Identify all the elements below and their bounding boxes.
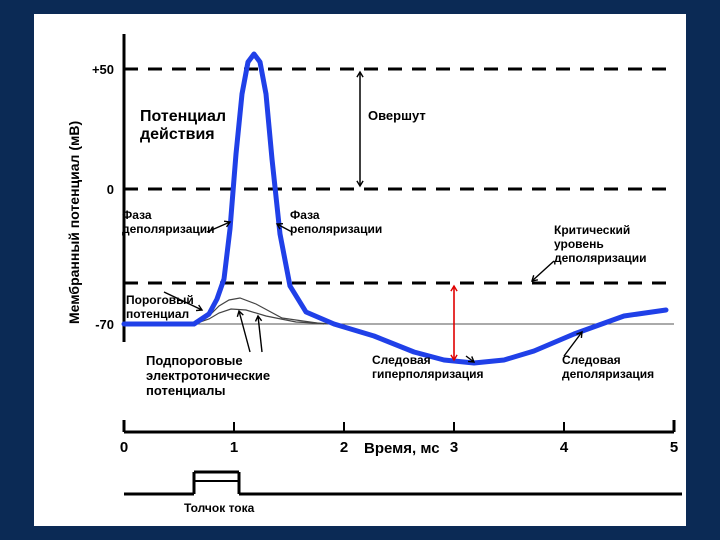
time-label: Время, мс xyxy=(364,440,440,457)
label-sub: Подпороговые электротонические потенциал… xyxy=(146,354,270,399)
svg-text:4: 4 xyxy=(560,439,569,456)
label-afterdep: Следовая деполяризация xyxy=(562,354,654,382)
chart-svg: +50 0 -70 0 1 2 3 4 5 xyxy=(34,14,686,526)
label-crit: Критический уровень деполяризации xyxy=(554,224,647,265)
stimulus-label: Толчок тока xyxy=(184,502,254,516)
svg-text:1: 1 xyxy=(230,439,238,456)
svg-text:3: 3 xyxy=(450,439,458,456)
label-repol: Фаза реполяризации xyxy=(290,209,382,237)
svg-text:0: 0 xyxy=(107,182,114,197)
svg-text:2: 2 xyxy=(340,439,348,456)
svg-text:0: 0 xyxy=(120,439,128,456)
svg-text:5: 5 xyxy=(670,439,678,456)
label-threshold: Пороговый потенциал xyxy=(126,294,194,322)
chart-panel: +50 0 -70 0 1 2 3 4 5 Потенциал действия Овершут… xyxy=(34,14,686,526)
label-depol: Фаза деполяризации xyxy=(122,209,215,237)
label-ap: Потенциал действия xyxy=(140,108,226,145)
svg-text:+50: +50 xyxy=(92,62,114,77)
svg-text:-70: -70 xyxy=(95,317,114,332)
label-hyper: Следовая гиперполяризация xyxy=(372,354,483,382)
ylabel: Мембранный потенциал (мВ) xyxy=(66,121,82,324)
label-overshoot: Овершут xyxy=(368,109,426,124)
